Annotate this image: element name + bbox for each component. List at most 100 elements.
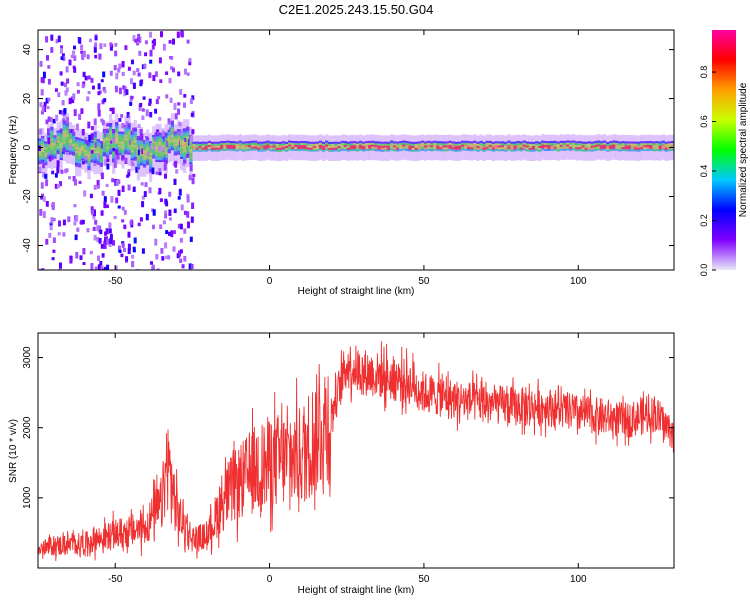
- spectrogram-cell: [643, 149, 647, 152]
- spectrogram-cell: [408, 145, 412, 148]
- spectrogram-cell: [278, 143, 283, 146]
- spectrogram-cell: [112, 144, 116, 147]
- spectrogram-cell: [127, 125, 131, 128]
- spectrogram-cell: [368, 142, 372, 145]
- spectrogram-cell: [93, 153, 97, 156]
- spectrogram-noise: [75, 123, 79, 131]
- spectrogram-cell: [180, 139, 184, 142]
- spectrogram-cell: [559, 146, 564, 149]
- spectrogram-cell: [53, 150, 57, 153]
- spectrogram-cell: [244, 141, 249, 144]
- spectrogram-cell: [408, 143, 412, 146]
- spectrogram-noise: [60, 56, 64, 60]
- spectrogram-noise: [98, 238, 102, 244]
- spectrogram-cell: [133, 143, 137, 146]
- spectrogram-cell: [386, 147, 391, 150]
- spectrogram-cell: [498, 141, 502, 144]
- spectrogram-cell: [81, 146, 85, 149]
- spectrogram-cell: [374, 147, 378, 150]
- spectrogram-cell: [485, 144, 489, 147]
- spectrogram-halo: [319, 134, 323, 160]
- spectrogram-noise: [121, 241, 125, 245]
- spectrogram-cell: [269, 141, 273, 144]
- spectrogram-noise: [71, 96, 75, 104]
- spectrogram-noise: [180, 130, 184, 135]
- spectrogram-cell: [161, 142, 165, 145]
- spectrogram-noise: [165, 230, 169, 235]
- spectrogram-cell: [136, 167, 141, 170]
- spectrogram-noise: [160, 31, 163, 38]
- spectrogram-cell: [59, 155, 63, 158]
- spectrogram-cell: [281, 147, 286, 150]
- spectrogram-cell: [470, 143, 474, 146]
- spectrogram-noise: [85, 155, 88, 161]
- spectrogram-cell: [275, 143, 279, 146]
- spectrogram-noise: [188, 263, 192, 270]
- spectrogram-cell: [356, 145, 360, 148]
- spectrogram-cell: [152, 150, 156, 153]
- spectrogram-cell: [612, 148, 616, 151]
- spectrogram-cell: [322, 149, 326, 152]
- spectrogram-cell: [65, 128, 70, 131]
- spectrogram-noise: [164, 210, 168, 214]
- spectrogram-cell: [303, 143, 307, 146]
- spectrogram-cell: [470, 141, 474, 144]
- spectrogram-halo: [210, 135, 215, 161]
- spectrogram-noise: [145, 213, 149, 221]
- spectrogram-cell: [578, 143, 582, 146]
- spectrogram-cell: [176, 139, 181, 142]
- spectrogram-cell: [281, 149, 286, 152]
- spectrogram-cell: [411, 149, 415, 152]
- spectrogram-halo: [232, 134, 236, 161]
- spectrogram-cell: [164, 136, 168, 139]
- spectrogram-cell: [115, 125, 119, 128]
- spectrogram-noise: [130, 158, 134, 166]
- spectrogram-cell: [624, 147, 628, 150]
- spectrogram-cell: [170, 122, 175, 125]
- spectrogram-noise: [131, 261, 135, 268]
- spectrogram-cell: [467, 141, 471, 144]
- spectrogram-cell: [170, 134, 175, 137]
- spectrogram-cell: [467, 148, 471, 151]
- spectrogram-cell: [572, 148, 576, 151]
- spectrogram-noise: [49, 222, 53, 227]
- spectrogram-halo: [377, 135, 381, 161]
- spectrogram-noise: [93, 234, 97, 241]
- spectrogram-cell: [78, 137, 82, 140]
- spectrogram-noise: [178, 188, 182, 196]
- spectrogram-noise: [184, 137, 188, 143]
- spectrogram-cell: [105, 134, 110, 137]
- spectrogram-cell: [210, 141, 215, 144]
- spectrogram-cell: [572, 144, 576, 147]
- spectrogram-cell: [260, 149, 264, 152]
- spectrogram-cell: [584, 141, 588, 144]
- spectrogram-cell: [53, 152, 57, 155]
- spectrogram-cell: [50, 144, 54, 147]
- spectrogram-halo: [414, 135, 418, 161]
- spectrogram-noise: [167, 255, 171, 260]
- spectrogram-cell: [186, 154, 190, 157]
- spectrogram-halo: [362, 135, 366, 161]
- spectrogram-noise: [59, 181, 62, 187]
- spectrogram-noise: [101, 99, 105, 105]
- spectrogram-cell: [479, 144, 483, 147]
- spectrogram-cell: [170, 120, 175, 123]
- spectrogram-cell: [50, 126, 54, 129]
- spectrogram-cell: [220, 146, 224, 149]
- spectrogram-noise: [173, 230, 176, 234]
- spectrogram-halo: [322, 135, 326, 161]
- spectrogram-cell: [164, 134, 168, 137]
- spectrogram-cell: [553, 148, 557, 151]
- spectrogram-cell: [161, 144, 165, 147]
- spectrogram-noise: [158, 117, 162, 121]
- spectrogram-noise: [98, 225, 102, 233]
- spectrogram-cell: [596, 140, 601, 143]
- spectrogram-cell: [133, 158, 137, 161]
- spectrogram-cell: [556, 143, 560, 146]
- spectrogram-noise: [59, 71, 63, 76]
- spectrogram-noise: [52, 249, 56, 253]
- spectrogram-noise: [174, 160, 178, 168]
- spectrogram-halo: [516, 134, 520, 161]
- spectrogram-noise: [124, 45, 128, 51]
- spectrogram-cell: [53, 143, 57, 146]
